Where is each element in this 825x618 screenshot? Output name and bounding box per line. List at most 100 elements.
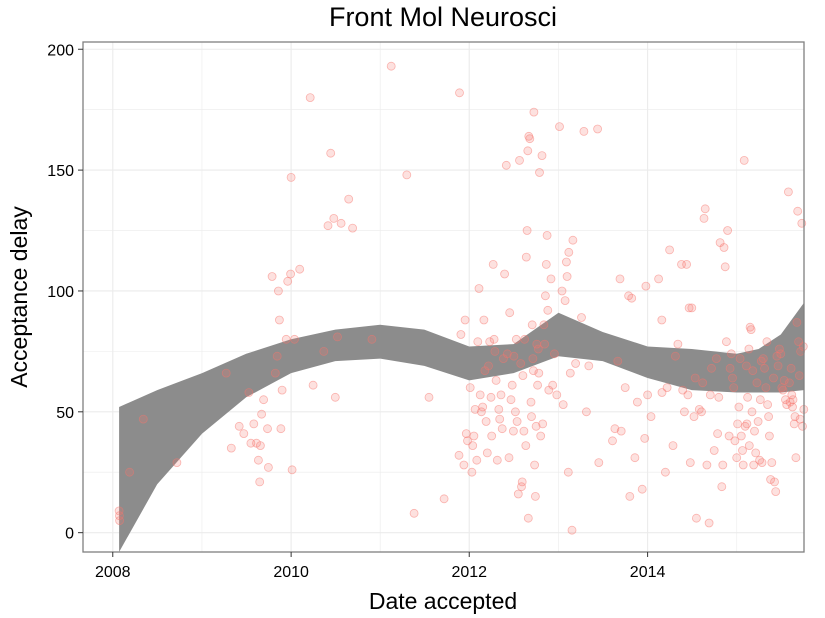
data-point: [791, 453, 801, 463]
data-point: [542, 230, 552, 240]
data-point: [344, 194, 354, 204]
data-point: [699, 213, 709, 223]
data-point: [742, 419, 752, 429]
y-tick-label: 50: [56, 405, 74, 422]
data-point: [221, 368, 231, 378]
data-point: [473, 337, 483, 347]
data-point: [728, 373, 737, 383]
data-point: [234, 421, 244, 431]
x-tick-label: 2014: [630, 564, 666, 581]
data-point: [778, 385, 788, 395]
data-point: [535, 168, 544, 177]
data-point: [486, 392, 496, 402]
data-point: [517, 477, 527, 487]
data-point: [763, 400, 772, 410]
data-point: [738, 460, 748, 470]
data-point: [662, 383, 672, 393]
data-point: [723, 226, 732, 235]
data-point: [724, 431, 734, 441]
data-points: [114, 61, 809, 535]
data-point: [439, 494, 449, 504]
data-point: [555, 122, 564, 131]
data-point: [643, 390, 652, 400]
data-point: [714, 392, 724, 402]
data-point: [386, 61, 396, 71]
data-point: [593, 124, 602, 134]
data-point: [773, 361, 783, 371]
data-point: [744, 441, 754, 451]
data-point: [770, 477, 779, 487]
data-point: [758, 354, 768, 364]
data-point: [348, 223, 358, 233]
data-point: [565, 368, 575, 378]
data-point: [277, 385, 287, 395]
data-point: [239, 429, 249, 439]
data-point: [792, 317, 802, 327]
data-point: [454, 450, 464, 460]
data-point: [748, 366, 758, 376]
data-point: [743, 392, 752, 402]
panel-border: [82, 41, 805, 553]
data-point: [771, 487, 781, 497]
data-point: [722, 337, 731, 347]
smooth-confidence-band: [119, 303, 804, 552]
data-point: [665, 245, 674, 255]
data-point: [478, 402, 488, 412]
data-point: [270, 368, 280, 378]
data-point: [790, 412, 800, 422]
data-point: [779, 375, 789, 385]
data-point: [633, 397, 642, 407]
data-point: [456, 330, 466, 339]
data-point: [519, 426, 529, 436]
data-point: [641, 281, 651, 291]
data-point: [753, 417, 763, 426]
data-point: [495, 414, 505, 424]
data-point: [459, 460, 469, 470]
data-point: [281, 334, 291, 344]
data-point: [700, 204, 710, 214]
data-point: [692, 513, 701, 523]
data-point: [543, 305, 553, 315]
data-point: [786, 363, 796, 373]
data-point: [485, 337, 495, 347]
data-point: [263, 462, 273, 472]
data-point: [698, 378, 708, 388]
x-tick-label: 2012: [451, 564, 487, 581]
data-point: [746, 325, 756, 335]
data-point: [793, 206, 803, 216]
data-point: [798, 421, 807, 431]
data-point: [671, 351, 680, 361]
data-point: [528, 354, 538, 364]
data-point: [776, 349, 786, 359]
data-point: [690, 373, 700, 383]
data-point: [527, 412, 536, 422]
data-point: [668, 441, 678, 451]
data-point: [755, 395, 765, 405]
data-point: [530, 460, 539, 470]
data-point: [730, 436, 740, 446]
data-point: [705, 390, 715, 400]
y-tick-label: 100: [47, 284, 74, 301]
data-point: [537, 151, 547, 161]
data-point: [525, 134, 535, 144]
data-point: [749, 460, 759, 470]
data-point: [750, 426, 759, 436]
data-point: [529, 366, 538, 376]
data-point: [616, 426, 626, 436]
y-axis-title: Acceptance delay: [6, 206, 32, 388]
data-point: [487, 431, 497, 441]
data-point: [504, 453, 514, 463]
data-point: [719, 243, 729, 252]
data-point: [726, 349, 736, 359]
data-point: [720, 262, 730, 272]
data-point: [283, 276, 293, 286]
data-point: [255, 477, 265, 487]
data-point: [488, 259, 498, 269]
data-point: [540, 339, 549, 349]
data-point: [114, 506, 124, 516]
data-point: [615, 274, 625, 284]
data-point: [329, 213, 339, 223]
data-point: [286, 172, 296, 182]
data-point: [481, 417, 491, 426]
data-point: [491, 375, 501, 385]
